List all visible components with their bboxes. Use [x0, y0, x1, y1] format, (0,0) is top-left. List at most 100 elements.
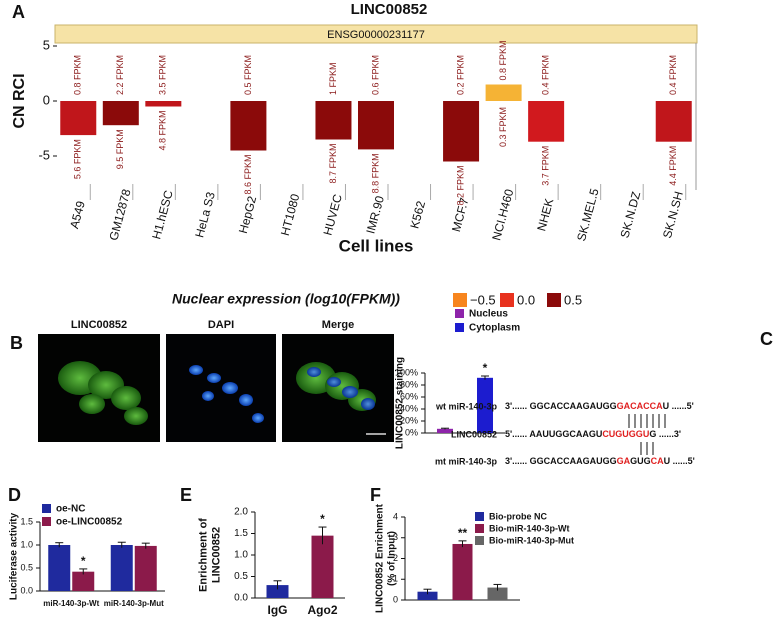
x-tick-label: miR-140-3p-Wt	[43, 599, 99, 608]
bar	[437, 428, 453, 433]
x-tick-label: H1.hESC	[149, 188, 176, 240]
legend-label: 0.5	[564, 292, 582, 307]
chart-title: LINC00852	[351, 1, 428, 18]
y-axis-label: LINC00852 staining	[395, 357, 406, 449]
bar	[72, 571, 95, 591]
bar	[417, 591, 438, 600]
legend-swatch	[453, 293, 467, 307]
panel-label: C	[760, 329, 773, 349]
image-label: DAPI	[208, 319, 234, 331]
bar	[443, 101, 480, 162]
fpkm-label: 0.3 FPKM	[498, 107, 508, 147]
bar	[528, 101, 565, 142]
bar	[487, 587, 508, 600]
bar	[48, 545, 71, 591]
bar	[452, 543, 473, 600]
fpkm-label: 0.2 FPKM	[455, 55, 465, 95]
y-axis-label: Luciferase activity	[9, 512, 20, 600]
y-tick-label: 100%	[395, 367, 418, 377]
legend-label: Nucleus	[469, 309, 508, 320]
x-tick-label: IMR.90	[363, 194, 387, 235]
fpkm-label: 1 FPKM	[328, 62, 338, 95]
legend-label: Bio-probe NC	[489, 511, 547, 521]
image-label: Merge	[322, 319, 354, 331]
sequence: 5'...... AAUUGGCAAGUCUGUGGUG ......3'	[505, 429, 681, 439]
nuclei	[189, 365, 264, 423]
x-tick-label: HUVEC	[320, 192, 344, 237]
legend-swatch	[475, 512, 484, 521]
bar	[655, 101, 692, 142]
x-axis-label: Cell lines	[339, 236, 414, 255]
legend-swatch	[42, 504, 51, 513]
x-tick-label: GM12878	[106, 187, 133, 242]
cells	[58, 361, 148, 425]
y-axis-label: LINC00852	[210, 527, 222, 583]
x-tick-label: SK.MEL.5	[574, 187, 602, 243]
x-tick-label: SK.N.DZ	[618, 190, 644, 239]
fpkm-label: 3.7 FPKM	[541, 146, 551, 186]
x-tick-label: miR-140-3p-Mut	[104, 599, 164, 608]
bar	[485, 84, 522, 101]
y-tick-label: 5	[43, 37, 50, 52]
banner	[54, 24, 698, 44]
base-pairs	[628, 414, 666, 455]
y-axis-label: CN RCI	[11, 73, 28, 128]
panel-label: A	[12, 2, 25, 22]
sequence-part: 3'...... GGCACCAAGAUGG	[505, 401, 617, 411]
y-tick-label: 0.0	[234, 593, 248, 604]
bar	[230, 101, 267, 151]
x-tick-label: HeLa S3	[192, 190, 218, 239]
fpkm-label: 0.5 FPKM	[243, 55, 253, 95]
sequence-part: 3'...... GGCACCAAGAUGG	[505, 456, 617, 466]
legend-label: oe-LINC00852	[56, 517, 123, 528]
legend-label: Bio-miR-140-3p-Mut	[489, 535, 574, 545]
fpkm-label: 3.5 FPKM	[158, 55, 168, 95]
y-tick-label: 40%	[400, 403, 418, 413]
bar	[311, 535, 334, 598]
y-tick-label: -5	[38, 147, 50, 162]
sequence-part: G ......3'	[649, 429, 681, 439]
x-tick-label: K562	[407, 199, 428, 230]
y-tick-label: 0%	[405, 427, 418, 437]
y-tick-label: 2.0	[234, 507, 248, 518]
fpkm-label: 4.4 FPKM	[668, 146, 678, 186]
sequence-part: CA	[651, 456, 664, 466]
fpkm-label: 0.8 FPKM	[73, 55, 83, 95]
significance: **	[458, 526, 468, 540]
bar	[102, 101, 139, 126]
x-tick-label: SK.N.SH	[660, 190, 686, 240]
y-tick-label: 0.5	[20, 562, 33, 572]
bar	[134, 545, 157, 591]
panel-label: D	[8, 485, 21, 505]
legend-swatch	[500, 293, 514, 307]
image-label: LINC00852	[71, 319, 127, 331]
bar	[110, 545, 133, 591]
legend-label: 0.0	[517, 292, 535, 307]
y-tick-label: 0	[43, 92, 50, 107]
y-tick-label: 60%	[400, 391, 418, 401]
y-tick-label: 1	[393, 574, 398, 584]
micrographs: LINC00852 DAPI Merge	[38, 319, 394, 442]
fpkm-label: 8.2 FPKM	[455, 166, 465, 206]
legend-swatch	[42, 517, 51, 526]
y-tick-label: 1.5	[234, 528, 248, 539]
legend-swatch	[455, 309, 464, 318]
y-axis-label: Enrichment of	[197, 518, 209, 592]
legend-swatch	[547, 293, 561, 307]
fpkm-label: 5.6 FPKM	[73, 139, 83, 179]
y-tick-label: 1.0	[20, 539, 33, 549]
y-tick-label: 3	[393, 532, 398, 542]
legend-swatch	[455, 323, 464, 332]
legend-label: oe-NC	[56, 504, 85, 515]
sequence-part: GACACCA	[617, 401, 663, 411]
panel-label: F	[370, 485, 381, 505]
fpkm-label: 8.8 FPKM	[370, 153, 380, 193]
y-tick-label: 80%	[400, 379, 418, 389]
x-tick-label: HepG2	[236, 194, 259, 235]
y-axis-label: LINC00852 Enrichment	[375, 503, 386, 613]
x-tick-label: HT1080	[278, 192, 303, 237]
sequence-part: U ......5'	[664, 456, 695, 466]
y-tick-label: 4	[393, 511, 398, 521]
significance: *	[483, 361, 488, 375]
